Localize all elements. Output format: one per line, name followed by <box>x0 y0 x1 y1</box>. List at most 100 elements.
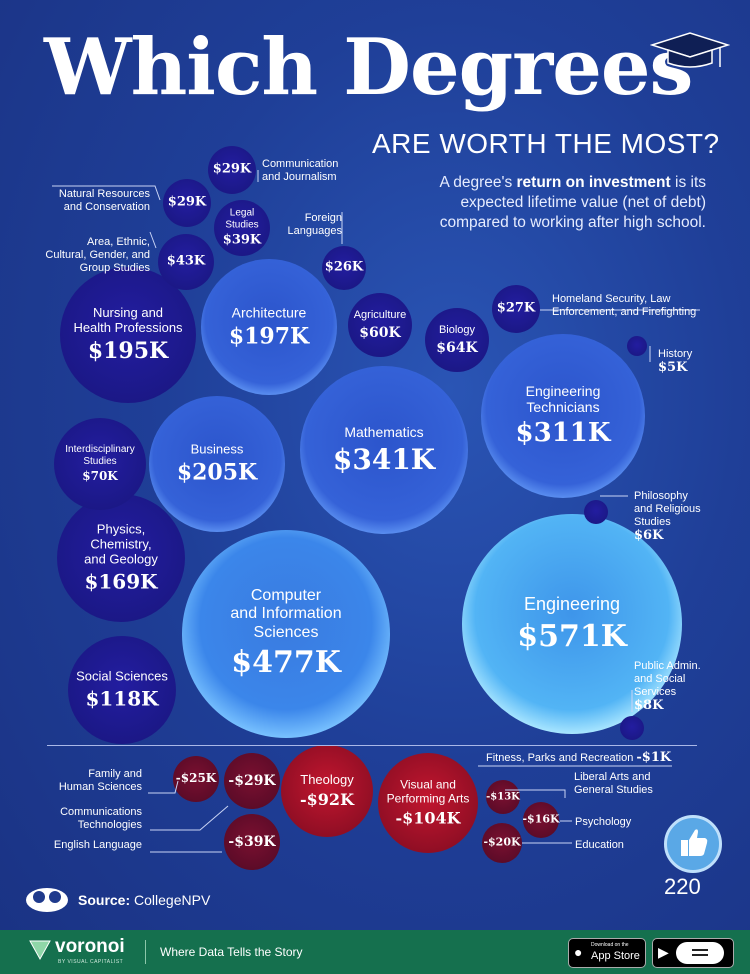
bubble-label-physics: Physics, Chemistry, and Geology $169K <box>84 521 158 594</box>
bubble-homeland <box>492 285 540 333</box>
bubble-value-area: $43K <box>166 253 206 269</box>
bubble-family <box>173 756 219 802</box>
voronoi-logo-icon <box>29 940 51 961</box>
bubble-value-legal: $39K <box>222 232 262 248</box>
description: A degree's return on investment is its e… <box>439 174 706 231</box>
app-store-button[interactable]: ● Download on the App Store <box>568 938 646 968</box>
bubble-label-psychology: -$16K <box>522 812 560 827</box>
page-title: Which Degrees <box>44 22 693 113</box>
bubble-label-theology: Theology -$92K <box>300 771 354 809</box>
bubble-value-education: -$20K <box>483 835 521 849</box>
bubble-architecture <box>201 259 337 395</box>
bubble-value-biology: $64K <box>436 339 478 356</box>
bubble-label-social: Social Sciences $118K <box>76 668 168 711</box>
brand-name: voronoi <box>55 936 125 957</box>
side-label-psychology: Psychology <box>575 816 632 828</box>
side-label-fitness: Fitness, Parks and Recreation -$1K <box>486 750 672 765</box>
bubble-label-english: -$39K <box>228 834 275 850</box>
bubble-value-foreign: $26K <box>324 259 364 275</box>
side-label-homeland: Homeland Security, Law Enforcement, and F… <box>552 293 697 318</box>
bubble-history <box>627 336 647 356</box>
bubble-value-liberal: -$13K <box>486 791 520 803</box>
bubble-nursing <box>60 267 196 403</box>
bubble-business <box>149 396 285 532</box>
graduation-cap-icon <box>650 32 730 68</box>
side-label-natural: Natural Resources and Conservation <box>58 188 150 213</box>
cloud-logo-icon <box>26 888 68 912</box>
bubble-label-nursing: Nursing and Health Professions $195K <box>73 304 183 364</box>
leader-area <box>149 231 157 249</box>
bubble-value-social: $118K <box>85 686 159 711</box>
side-label-history: History $5K <box>658 348 693 375</box>
zero-divider <box>47 745 697 746</box>
bubble-interdisciplinary <box>54 418 146 510</box>
bubble-label-area: $43K <box>166 253 206 270</box>
bubble-label-communication: $29K <box>212 161 252 178</box>
bubble-value-nursing: $195K <box>87 337 169 364</box>
bubble-value-homeland: $27K <box>496 300 536 316</box>
bubble-area <box>158 234 214 290</box>
bubble-label-interdisciplinary: Interdisciplinary Studies $70K <box>65 444 135 484</box>
bubble-value-math: $341K <box>332 442 436 476</box>
side-label-public: Public Admin. and Social Services $8K <box>634 660 701 713</box>
bubble-english <box>224 814 280 870</box>
bubble-agriculture <box>348 293 412 357</box>
bubble-value-cis: $477K <box>231 645 341 681</box>
bubble-legal <box>214 200 270 256</box>
leader-liberal <box>505 789 566 798</box>
bubble-public <box>620 716 644 740</box>
bubble-engineering <box>462 514 682 734</box>
side-label-commtech: Communications Technologies <box>60 806 142 831</box>
bubble-label-education: -$20K <box>483 835 521 850</box>
bubble-value-engtech: $311K <box>515 418 611 449</box>
bubble-natural <box>163 179 211 227</box>
play-icon: ▶ <box>658 944 669 960</box>
menu-pill[interactable] <box>676 942 724 964</box>
bubble-label-biology: Biology $64K <box>436 324 478 356</box>
side-label-liberal: Liberal Arts and General Studies <box>574 771 653 796</box>
bubble-label-foreign: $26K <box>324 259 364 276</box>
bubble-value-interdisciplinary: $70K <box>82 469 118 484</box>
bubble-communication <box>208 146 256 194</box>
bubble-cis <box>182 530 390 738</box>
bubble-value-communication: $29K <box>212 161 252 177</box>
bubble-math <box>300 366 468 534</box>
thumbs-up-icon <box>681 829 708 856</box>
bubble-label-engineering: Engineering $571K <box>517 593 627 654</box>
bubble-label-legal: Legal Studies $39K <box>222 207 262 248</box>
bubble-psychology <box>523 802 559 838</box>
side-label-area: Area, Ethnic, Cultural, Gender, and Group … <box>45 236 150 274</box>
bubble-value-engineering: $571K <box>517 618 627 654</box>
side-label-communication: Communication and Journalism <box>262 158 339 183</box>
bubble-education <box>482 823 522 863</box>
bubble-visual <box>378 753 478 853</box>
bubble-value-business: $205K <box>176 459 258 486</box>
bubble-value-agriculture: $60K <box>359 324 401 341</box>
like-count: 220 <box>664 874 701 899</box>
bubble-philosophy <box>584 500 608 524</box>
bubble-label-agriculture: Agriculture $60K <box>353 309 407 341</box>
source-text: Source: CollegeNPV <box>78 892 211 908</box>
bubble-label-business: Business $205K <box>176 441 258 486</box>
tagline: Where Data Tells the Story <box>160 945 303 959</box>
bubble-value-physics: $169K <box>84 569 158 594</box>
like-button[interactable] <box>664 815 722 873</box>
leader-commtech <box>150 805 229 831</box>
leader-natural <box>52 185 161 201</box>
bubble-liberal <box>486 780 520 814</box>
bubble-value-visual: -$104K <box>395 808 461 828</box>
side-label-philosophy: Philosophy and Religious Studies $6K <box>634 490 701 543</box>
bubble-label-natural: $29K <box>168 195 206 211</box>
apple-icon: ● <box>574 944 583 960</box>
footer-bar: voronoi BY VISUAL CAPITALIST Where Data … <box>0 930 750 974</box>
bubble-value-architecture: $197K <box>228 323 310 350</box>
bubble-label-visual: Visual and Performing Arts -$104K <box>386 777 470 828</box>
bubble-value-psychology: -$16K <box>522 812 560 826</box>
bubble-engtech <box>481 334 645 498</box>
bubble-label-commtech: -$29K <box>228 773 275 789</box>
bubble-commtech <box>224 753 280 809</box>
bubble-label-liberal: -$13K <box>486 791 520 803</box>
bubble-chart <box>52 146 700 870</box>
side-label-english: English Language <box>53 839 142 851</box>
